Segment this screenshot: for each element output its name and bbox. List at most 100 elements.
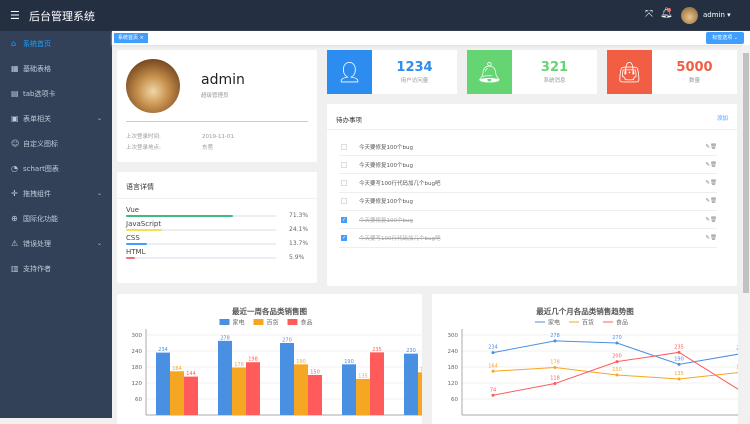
data-label: 278 (550, 333, 560, 339)
legend-swatch (288, 319, 298, 325)
legend-label[interactable]: 百货 (267, 319, 279, 327)
scrollbar[interactable] (742, 45, 750, 418)
data-label: 198 (248, 357, 258, 363)
bar[interactable] (246, 362, 260, 415)
legend-label[interactable]: 百货 (582, 319, 594, 327)
bar[interactable] (418, 372, 422, 415)
legend-label[interactable]: 食品 (301, 319, 313, 327)
sidebar-item-9[interactable]: ▥支持作者 (0, 256, 112, 281)
sidebar-item-0[interactable]: ⌂系统首页 (0, 31, 112, 56)
sidebar-item-label: 错误处理 (23, 239, 51, 249)
data-label: 178 (550, 360, 560, 366)
stat-value: 5000 (652, 60, 737, 75)
line-point[interactable] (492, 351, 495, 354)
line-point[interactable] (616, 360, 619, 363)
line-point[interactable] (616, 374, 619, 377)
legend-label[interactable]: 食品 (616, 319, 628, 327)
line-point[interactable] (554, 382, 557, 385)
user-dropdown[interactable]: admin ▾ (703, 11, 731, 19)
todo-checkbox[interactable] (341, 198, 347, 204)
tag-home[interactable]: 系统首页 × (114, 33, 148, 43)
chevron-down-icon: ⌄ (97, 115, 102, 122)
sidebar-item-7[interactable]: ⊕国际化功能 (0, 206, 112, 231)
line-point[interactable] (678, 378, 681, 381)
todo-item: ✓今天要修复100个bug✎🗑︎ (339, 211, 717, 229)
todo-add-link[interactable]: 添加 (717, 114, 728, 122)
todo-title: 待办事项 (336, 114, 362, 124)
data-label: 135 (674, 371, 684, 377)
series-line (493, 341, 738, 364)
sidebar-item-6[interactable]: ✛拖拽组件⌄ (0, 181, 112, 206)
sidebar-item-label: schart图表 (23, 164, 59, 174)
edit-delete-icons[interactable]: ✎🗑︎ (705, 180, 717, 186)
tag-options-button[interactable]: 标签选项 ⌄ (706, 32, 744, 44)
stat-value: 1234 (372, 60, 457, 75)
bar[interactable] (370, 352, 384, 415)
sidebar-item-3[interactable]: ▣表单相关⌄ (0, 106, 112, 131)
sidebar-item-2[interactable]: ▤tab选项卡 (0, 81, 112, 106)
fullscreen-icon[interactable]: ⤧ (645, 9, 653, 20)
todo-checkbox[interactable]: ✓ (341, 235, 347, 241)
edit-delete-icons[interactable]: ✎🗑︎ (705, 162, 717, 168)
todo-text: 今天要写100行代码加几个bug吧 (359, 234, 705, 242)
line-point[interactable] (492, 394, 495, 397)
sidebar-item-4[interactable]: ☺自定义图标 (0, 131, 112, 156)
line-point[interactable] (554, 339, 557, 342)
legend-label[interactable]: 家电 (233, 319, 245, 327)
sidebar-item-8[interactable]: ⚠错误处理⌄ (0, 231, 112, 256)
last-login-time: 2019-11-01 (202, 132, 234, 143)
last-login-place-label: 上次登录地点: (126, 143, 161, 154)
todo-item: 今天要修复100个bug✎🗑︎ (339, 193, 717, 211)
bar[interactable] (404, 354, 418, 415)
menu-icon[interactable]: ☰ (10, 9, 20, 22)
legend-label[interactable]: 家电 (548, 319, 560, 327)
line-point[interactable] (616, 342, 619, 345)
shopping-bag-icon: 👜︎ (607, 50, 652, 94)
line-point[interactable] (554, 366, 557, 369)
todo-checkbox[interactable] (341, 180, 347, 186)
line-point[interactable] (678, 351, 681, 354)
line-point[interactable] (492, 370, 495, 373)
sidebar-item-label: 系统首页 (23, 39, 51, 49)
bar[interactable] (342, 364, 356, 415)
bar[interactable] (294, 364, 308, 415)
bar[interactable] (356, 379, 370, 415)
top-header: ☰ 后台管理系统 ⤧ 🔔︎ admin ▾ (0, 0, 750, 31)
bar[interactable] (184, 377, 198, 415)
edit-delete-icons[interactable]: ✎🗑︎ (705, 198, 717, 204)
todo-item: 今天要写100行代码加几个bug吧✎🗑︎ (339, 175, 717, 193)
data-label: 190 (296, 359, 306, 365)
progress-bar (126, 215, 276, 217)
edit-delete-icons[interactable]: ✎🗑︎ (705, 235, 717, 241)
todo-checkbox[interactable] (341, 162, 347, 168)
data-label: 135 (358, 374, 368, 380)
sidebar-item-1[interactable]: ▦基础表格 (0, 56, 112, 81)
data-label: 164 (488, 363, 498, 369)
bar[interactable] (156, 353, 170, 415)
todo-text: 今天要修复100个bug (359, 161, 705, 169)
todo-checkbox[interactable]: ✓ (341, 217, 347, 223)
sidebar-item-5[interactable]: ◔schart图表 (0, 156, 112, 181)
line-point[interactable] (678, 363, 681, 366)
bar[interactable] (232, 368, 246, 415)
calendar-icon: ▣ (11, 114, 23, 123)
todo-checkbox[interactable] (341, 144, 347, 150)
edit-delete-icons[interactable]: ✎🗑︎ (705, 144, 717, 150)
avatar[interactable] (681, 7, 698, 24)
edit-delete-icons[interactable]: ✎🗑︎ (705, 217, 717, 223)
todo-card: 待办事项 添加 今天要修复100个bug✎🗑︎今天要修复100个bug✎🗑︎今天… (327, 104, 737, 286)
bar[interactable] (280, 343, 294, 415)
bar[interactable] (170, 371, 184, 415)
bar[interactable] (308, 375, 322, 415)
y-tick-label: 300 (448, 333, 459, 339)
scrollbar-thumb[interactable] (743, 53, 749, 293)
bar[interactable] (218, 341, 232, 415)
todo-text: 今天要写100行代码加几个bug吧 (359, 179, 705, 187)
bell-icon: 🔔︎ (467, 50, 512, 94)
